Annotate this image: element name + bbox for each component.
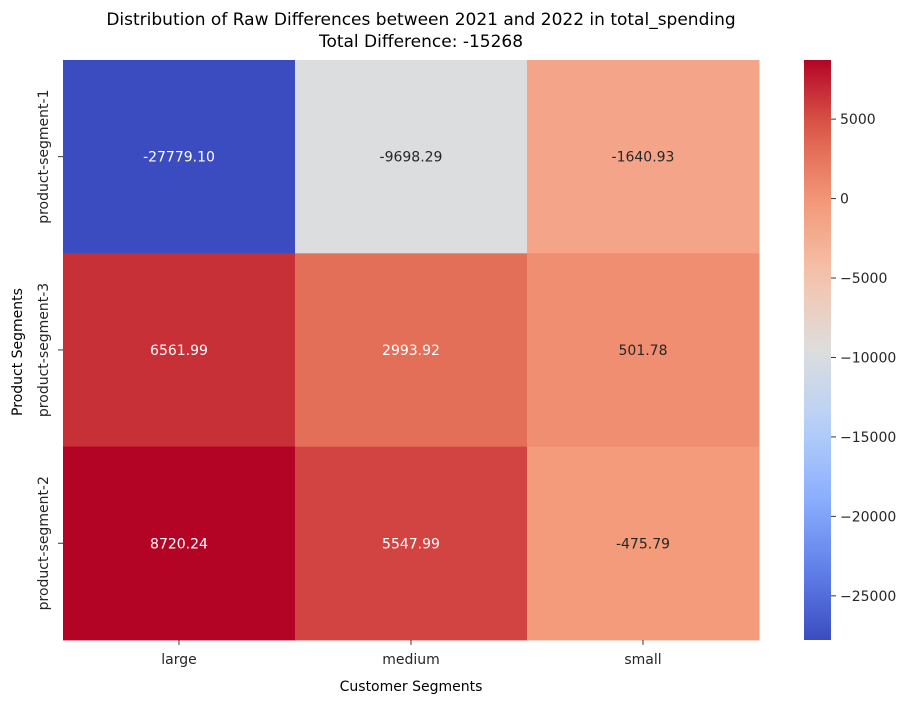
x-axis-label: Customer Segments [340,679,483,695]
cell-value-label: 6561.99 [150,343,208,359]
y-axis-label: Product Segments [10,288,26,416]
colorbar-tick-label: −10000 [840,350,896,366]
cell-value-label: -1640.93 [612,150,675,166]
x-tick-label: small [624,652,661,668]
y-tick-label: product-segment-1 [36,90,52,224]
cell-value-label: -27779.10 [143,150,215,166]
colorbar-tick-label: −20000 [840,509,896,525]
heatmap-cell [527,60,760,254]
colorbar-ticks: 5000 0 −5000 −10000 −15000 −20000 −25000 [831,112,896,605]
colorbar [804,60,831,640]
heatmap-cell-labels: -27779.10 -9698.29 -1640.93 6561.99 2993.92 5… [143,150,674,553]
heatmap-cell [527,446,760,641]
cell-value-label: 8720.24 [150,536,208,552]
x-tick-label: large [161,652,196,668]
cell-value-label: -475.79 [616,536,670,552]
colorbar-tick-label: −5000 [840,271,887,287]
chart-title: Distribution of Raw Differences between … [106,10,735,30]
colorbar-tick-label: 0 [840,192,849,208]
y-tick-label: product-segment-2 [36,476,52,610]
heatmap-cell [295,60,528,254]
heatmap-cell [295,253,528,448]
cell-value-label: 501.78 [619,343,668,359]
heatmap-cell [63,446,296,641]
y-tick-label: product-segment-3 [36,283,52,417]
cell-value-label: 5547.99 [382,536,440,552]
x-axis-ticks: large medium small [161,639,662,668]
y-axis-ticks: product-segment-1 product-segment-3 produc… [36,90,63,610]
colorbar-tick-label: 5000 [840,112,876,128]
heatmap-cells [63,60,760,641]
heatmap-cell [527,253,760,448]
heatmap-cell [295,446,528,641]
chart-subtitle: Total Difference: -15268 [318,32,523,52]
x-tick-label: medium [382,652,440,668]
heatmap-cell [63,60,296,254]
colorbar-tick-label: −25000 [840,589,896,605]
colorbar-tick-label: −15000 [840,430,896,446]
cell-value-label: 2993.92 [382,343,440,359]
cell-value-label: -9698.29 [380,150,443,166]
heatmap-cell [63,253,296,448]
